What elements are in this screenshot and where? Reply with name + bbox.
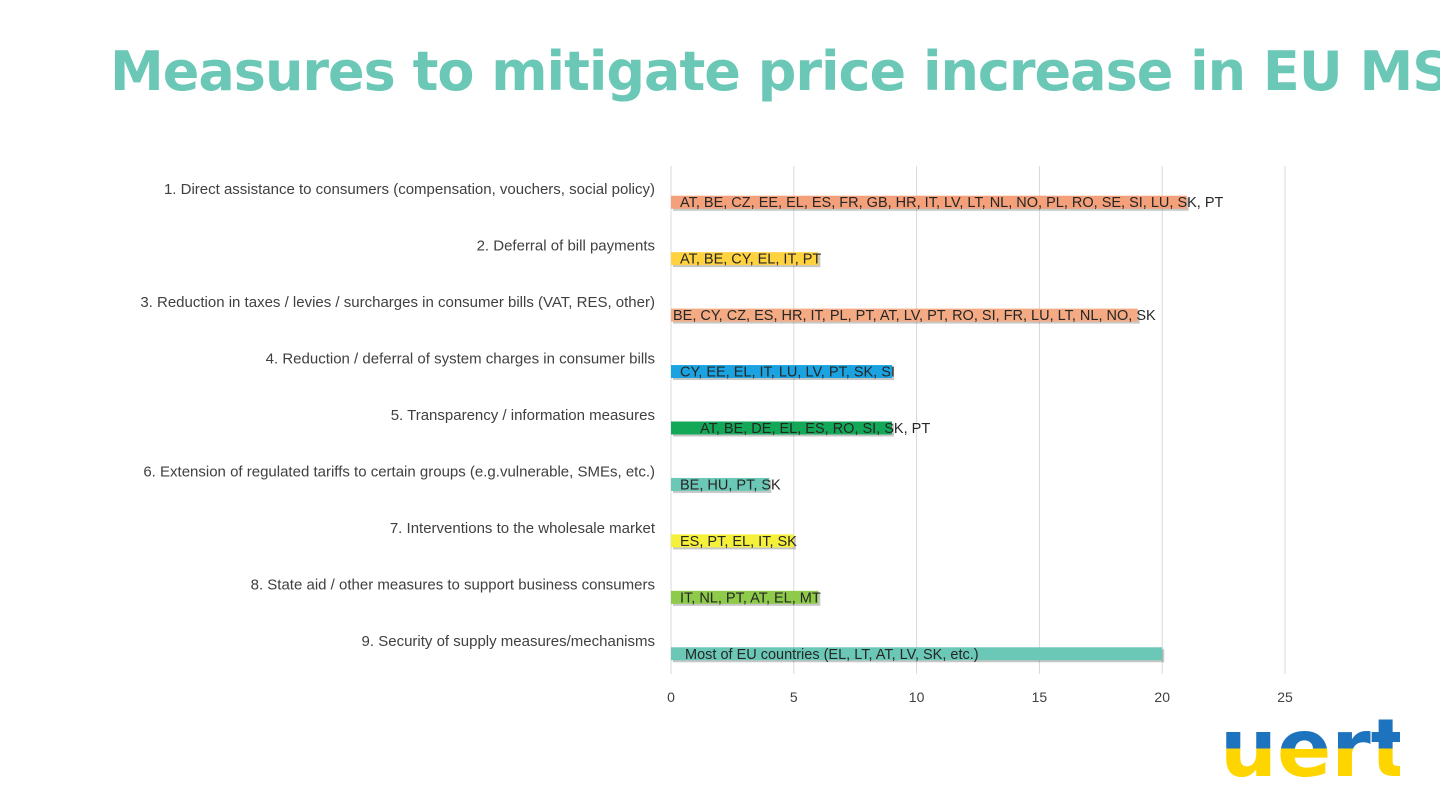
chart-data-labels: AT, BE, CZ, EE, EL, ES, FR, GB, HR, IT, … [673,195,1224,663]
category-label-5: 5. Transparency / information measures [391,407,655,424]
data-label-4: CY, EE, EL, IT, LU, LV, PT, SK, SI [680,365,895,381]
data-label-8: IT, NL, PT, AT, EL, MT [680,590,821,606]
bar-2 [671,252,819,266]
category-label-7: 7. Interventions to the wholesale market [390,520,656,537]
x-tick-label-1: 5 [790,689,798,705]
x-tick-label-0: 0 [667,689,675,705]
page-title: Measures to mitigate price increase in E… [110,40,1440,103]
uert-logo-icon: uert [1220,718,1400,782]
data-label-6: BE, HU, PT, SK [680,477,781,493]
bar-5 [671,421,893,435]
category-label-1: 1. Direct assistance to consumers (compe… [164,181,655,198]
category-label-3: 3. Reduction in taxes / levies / surchar… [140,294,655,311]
x-tick-label-5: 25 [1277,689,1293,705]
bar-4 [671,365,893,379]
chart-grid [670,166,1286,674]
bar-3 [671,308,1138,322]
x-tick-label-2: 10 [909,689,925,705]
bar-9 [671,647,1163,661]
bar-6 [671,477,770,491]
chart-tick-labels: 0 5 10 15 20 25 [667,689,1293,705]
bar-7 [671,534,794,548]
logo-wordmark: uert [1220,718,1400,782]
data-label-7: ES, PT, EL, IT, SK [680,534,797,550]
x-tick-label-4: 20 [1154,689,1170,705]
bar-8 [671,590,819,604]
chart-bars [671,195,1189,663]
category-label-2: 2. Deferral of bill payments [477,238,655,255]
data-label-3: BE, CY, CZ, ES, HR, IT, PL, PT, AT, LV, … [673,308,1156,324]
category-label-4: 4. Reduction / deferral of system charge… [266,351,655,368]
data-label-9: Most of EU countries (EL, LT, AT, LV, SK… [685,647,979,663]
data-label-2: AT, BE, CY, EL, IT, PT [680,252,821,268]
data-label-1: AT, BE, CZ, EE, EL, ES, FR, GB, HR, IT, … [680,195,1224,211]
chart-category-labels: 1. Direct assistance to consumers (compe… [140,181,655,650]
x-tick-label-3: 15 [1032,689,1048,705]
category-label-6: 6. Extension of regulated tariffs to cer… [143,463,655,480]
category-label-8: 8. State aid / other measures to support… [251,576,655,593]
data-label-5: AT, BE, DE, EL, ES, RO, SI, SK, PT [700,421,930,437]
bar-1 [671,195,1187,209]
category-label-9: 9. Security of supply measures/mechanism… [362,633,655,650]
